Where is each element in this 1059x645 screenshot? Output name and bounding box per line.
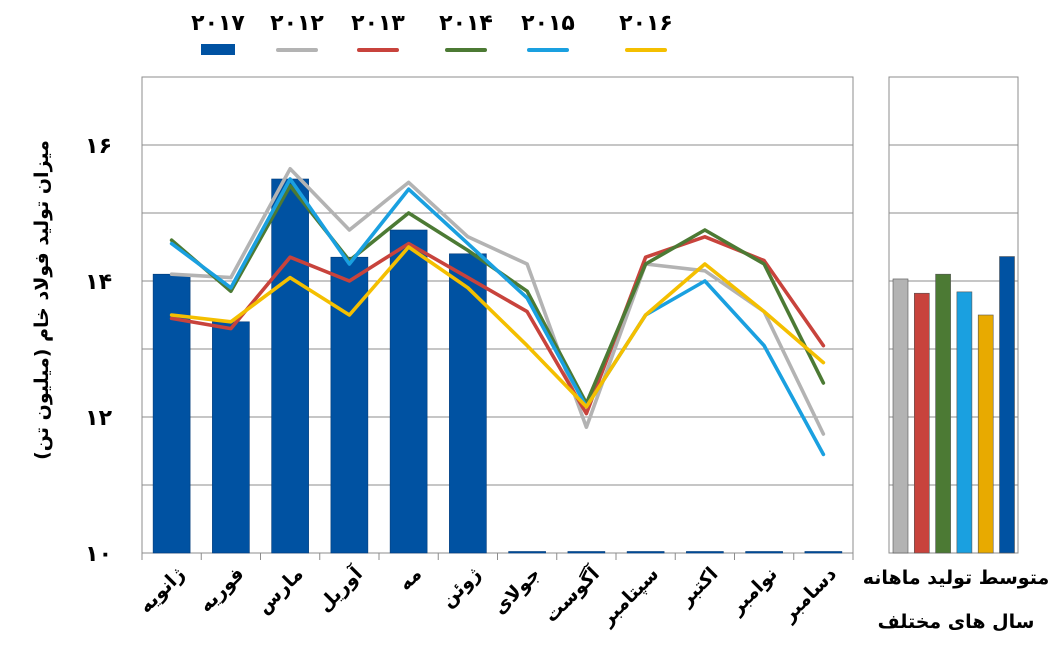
x-tick-label: سپتامبر: [596, 563, 664, 631]
x-tick-label: دسامبر: [777, 563, 841, 627]
y-tick-label: ۱۴: [85, 270, 112, 295]
x-tick-label: ژانویه: [135, 563, 190, 618]
y-axis-label: میزان تولید فولاد خام (میلیون تن): [31, 140, 53, 460]
average-panel-frame: [888, 76, 1019, 554]
average-bar-۲۰۱۵: [956, 291, 973, 554]
x-tick-label: آوریل: [312, 561, 367, 616]
legend-label: ۲۰۱۳: [351, 11, 405, 36]
legend-swatch-bar: [201, 44, 235, 55]
x-tick-label: فوریه: [195, 563, 249, 617]
legend-label: ۲۰۱۴: [439, 11, 493, 36]
average-panel: [888, 76, 1019, 554]
average-panel-title-line1: متوسط تولید ماهانه: [863, 567, 1049, 589]
legend: ۲۰۱۷ ۲۰۱۲ ۲۰۱۳ ۲۰۱۴ ۲۰۱۵ ۲۰۱۶: [191, 11, 673, 55]
average-bar-۲۰۱۶: [977, 314, 994, 554]
series-line-۲۰۱۲: [169, 167, 826, 436]
bar-2017: [508, 551, 546, 554]
y-tick-label: ۱۶: [85, 134, 112, 159]
bar-2017: [626, 551, 665, 554]
average-panel-title-line2: سال های مختلف: [878, 611, 1035, 633]
average-bar-۲۰۱۲: [892, 278, 909, 554]
bar-2017: [567, 551, 606, 554]
bar-2017: [745, 551, 783, 554]
series-line-۲۰۱۶: [169, 245, 826, 409]
bar-2017: [389, 229, 428, 554]
x-tick-label: مه: [394, 563, 426, 595]
average-bar-۲۰۱۴: [935, 273, 951, 554]
bar-2017: [804, 551, 843, 554]
average-bar-۲۰۱۳: [913, 292, 930, 554]
x-tick-label: جولای: [489, 563, 545, 619]
average-bar-۲۰۱۷: [999, 256, 1015, 554]
series-line-۲۰۱۳: [169, 235, 826, 416]
x-tick-label: اکتبر: [674, 563, 722, 611]
bar-2017: [449, 253, 487, 554]
bar-2017: [686, 551, 724, 554]
x-tick-label: آگوست: [539, 561, 605, 627]
bar-2017: [212, 321, 250, 554]
y-tick-label: ۱۲: [85, 406, 112, 431]
x-tick-label: نوامبر: [725, 563, 782, 620]
legend-label: ۲۰۱۷: [191, 11, 245, 36]
x-tick-label: مارس: [252, 563, 307, 618]
legend-label: ۲۰۱۲: [270, 11, 324, 36]
main-plot-area: ۱۰ ۱۲ ۱۴ ۱۶ ژانویه فوریه مارس آوریل مه ژوئن جولایآ…: [85, 76, 854, 631]
bar-2017: [271, 178, 309, 554]
legend-label: ۲۰۱۶: [619, 11, 673, 36]
legend-label: ۲۰۱۵: [521, 11, 575, 36]
y-tick-label: ۱۰: [85, 542, 112, 567]
series-line-۲۰۱۵: [169, 177, 826, 457]
x-tick-label: ژوئن: [437, 563, 486, 612]
